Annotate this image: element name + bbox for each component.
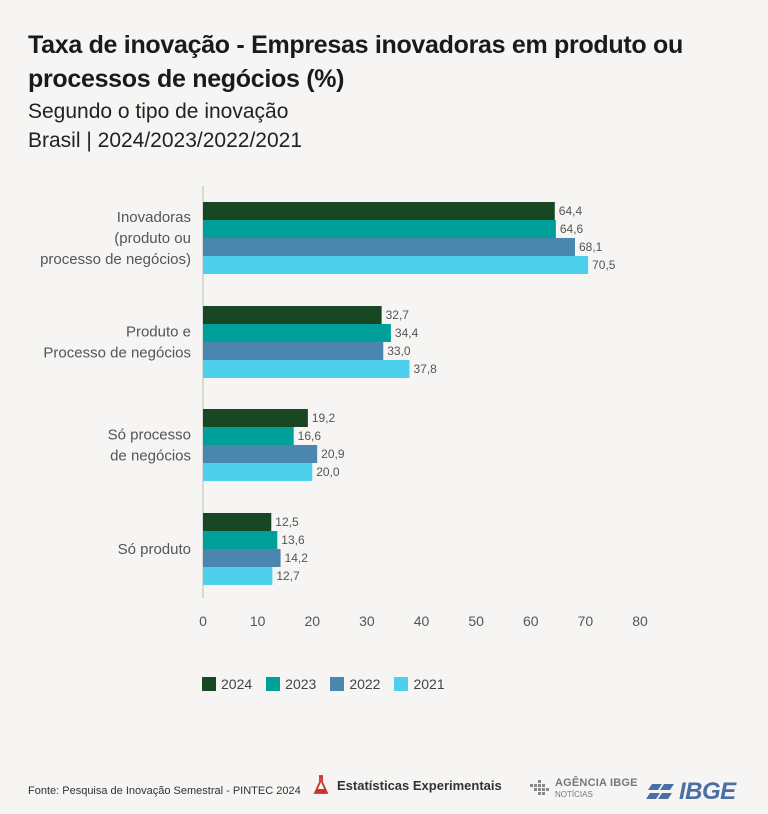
data-label: 37,8 xyxy=(413,362,437,376)
x-tick-label: 40 xyxy=(414,613,430,629)
estatisticas-experimentais-text: Estatísticas Experimentais xyxy=(337,777,502,793)
bar-2023 xyxy=(203,427,294,445)
data-label: 12,7 xyxy=(276,569,300,583)
x-tick-label: 60 xyxy=(523,613,539,629)
chart-legend: 2024 2023 2022 2021 xyxy=(202,676,445,692)
bar-2022 xyxy=(203,445,318,463)
bar-2024 xyxy=(203,202,555,220)
category-label: Só produto xyxy=(118,541,191,558)
bar-2023 xyxy=(203,324,391,342)
data-label: 32,7 xyxy=(386,308,410,322)
agencia-ibge-text: AGÊNCIA IBGE xyxy=(555,777,638,789)
bar-2021 xyxy=(203,567,273,585)
bar-2024 xyxy=(203,513,272,531)
x-tick-label: 10 xyxy=(250,613,266,629)
ibge-mark-icon xyxy=(646,784,674,799)
category-label: Só processo de negócios xyxy=(108,427,191,465)
data-label: 20,0 xyxy=(316,465,340,479)
legend-item-2021: 2021 xyxy=(394,676,445,692)
data-label: 68,1 xyxy=(579,240,603,254)
chart-title: Taxa de inovação - Empresas inovadoras e… xyxy=(28,31,683,93)
legend-label-2024: 2024 xyxy=(221,676,253,692)
data-label: 70,5 xyxy=(592,258,616,272)
legend-item-2024: 2024 xyxy=(202,676,252,692)
legend-swatch-2021 xyxy=(394,677,409,691)
chart-subtitle-location: Brasil | 2024/2023/2022/2021 xyxy=(28,129,303,152)
x-tick-label: 50 xyxy=(468,613,484,629)
data-label: 12,5 xyxy=(275,515,299,529)
data-label: 64,4 xyxy=(559,204,583,218)
bar-2022 xyxy=(203,549,281,567)
legend-swatch-2022 xyxy=(330,677,345,691)
legend-swatch-2024 xyxy=(202,677,216,691)
bar-2021 xyxy=(203,360,410,378)
data-label: 20,9 xyxy=(321,447,345,461)
category-label: Inovadoras (produto ou processo de negócio… xyxy=(40,209,191,268)
agencia-noticias-text: NOTÍCIAS xyxy=(555,790,593,799)
source-note: Fonte: Pesquisa de Inovação Semestral - … xyxy=(28,785,301,797)
data-label: 64,6 xyxy=(560,222,584,236)
x-tick-label: 70 xyxy=(578,613,594,629)
legend-label-2021: 2021 xyxy=(413,676,445,692)
bar-2022 xyxy=(203,238,575,256)
legend-label-2023: 2023 xyxy=(285,676,317,692)
bar-2021 xyxy=(203,256,589,274)
x-tick-label: 30 xyxy=(359,613,375,629)
bar-2024 xyxy=(203,409,308,427)
x-tick-label: 80 xyxy=(632,613,648,629)
legend-label-2022: 2022 xyxy=(349,676,381,692)
data-label: 34,4 xyxy=(395,326,419,340)
x-tick-label: 20 xyxy=(304,613,320,629)
bar-2024 xyxy=(203,306,382,324)
estatisticas-experimentais-logo: Estatísticas Experimentais xyxy=(313,775,502,795)
flask-icon xyxy=(313,775,329,794)
bar-chart: 0 10 20 30 40 50 60 70 80 64,4 64,6 68,1 70,5 32,7 34… xyxy=(40,186,648,629)
agencia-ibge-logo: AGÊNCIA IBGE NOTÍCIAS xyxy=(528,778,638,800)
data-label: 16,6 xyxy=(298,429,322,443)
data-label: 13,6 xyxy=(281,533,305,547)
legend-item-2022: 2022 xyxy=(330,676,380,692)
legend-item-2023: 2023 xyxy=(266,676,316,692)
data-label: 14,2 xyxy=(285,551,309,565)
data-label: 19,2 xyxy=(312,411,336,425)
category-label: Produto e Processo de negócios xyxy=(43,324,191,362)
bar-2023 xyxy=(203,220,556,238)
bar-2023 xyxy=(203,531,278,549)
chart-subtitle: Segundo o tipo de inovação xyxy=(28,100,289,123)
bar-2022 xyxy=(203,342,384,360)
agencia-ibge-icon xyxy=(530,780,549,795)
ibge-logo: IBGE xyxy=(646,778,736,806)
x-tick-label: 0 xyxy=(199,613,207,629)
data-label: 33,0 xyxy=(387,344,411,358)
bar-2021 xyxy=(203,463,313,481)
legend-swatch-2023 xyxy=(266,677,281,691)
ibge-text: IBGE xyxy=(679,778,736,805)
